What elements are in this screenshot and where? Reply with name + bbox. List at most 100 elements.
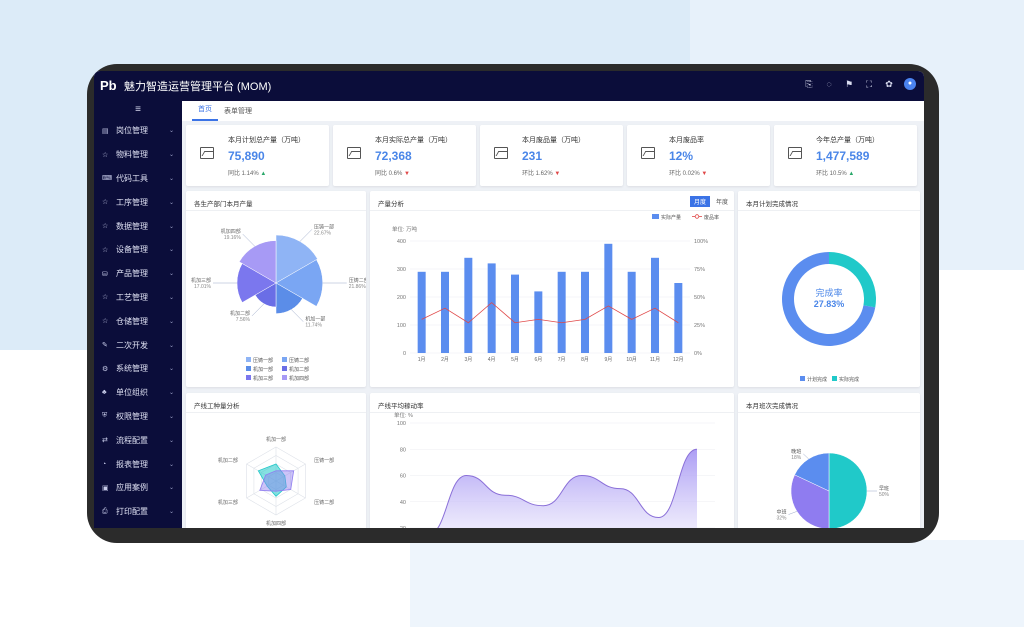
sidebar-item[interactable]: ⚙ 系统管理 ⌄ xyxy=(94,357,182,381)
settings-icon[interactable]: ✿ xyxy=(885,78,893,89)
legend-swatch xyxy=(246,375,251,380)
flag-icon[interactable]: ⚑ xyxy=(844,78,854,89)
sidebar-item-label: 流程配置 xyxy=(116,435,148,445)
panel-title: 各生产部门本月产量 xyxy=(194,201,253,208)
stat-change: 环比 1.62% ▼ xyxy=(522,168,560,177)
radar-axis-label: 压铸一部 xyxy=(314,457,334,464)
chevron-down-icon: ⌄ xyxy=(168,509,174,516)
chevron-down-icon: ⌄ xyxy=(168,461,174,468)
sidebar-item[interactable]: ☆ 仓储管理 ⌄ xyxy=(94,309,182,333)
sidebar-item[interactable]: ☆ 工序管理 ⌄ xyxy=(94,190,182,214)
donut-center-value: 27.83% xyxy=(814,299,845,309)
sidebar-item-label: 设备管理 xyxy=(116,245,148,255)
x-tick-label: 2月 xyxy=(441,357,449,363)
sidebar-item-label: 数据管理 xyxy=(116,221,148,231)
radar-chart-panel: 产线工种量分析 机加一部 压铸一部 压铸二部 机加四部 机加三部 机加二部 xyxy=(186,393,366,528)
slice-label: 晚班 xyxy=(791,448,801,455)
area-fill xyxy=(428,449,697,528)
chevron-down-icon: ⌄ xyxy=(168,175,174,182)
y-tick-label: 300 xyxy=(397,267,406,273)
y2-tick-label: 75% xyxy=(694,267,705,273)
slice-label: 机加一部 xyxy=(305,316,325,323)
flow-icon: ⇄ xyxy=(102,437,108,445)
toggle-monthly[interactable]: 月度 xyxy=(690,196,711,207)
slice-label: 早班 xyxy=(879,485,889,492)
area-line xyxy=(437,448,698,528)
trend-up-icon: ▲ xyxy=(260,171,267,177)
sidebar-item[interactable]: ☆ 物料管理 ⌄ xyxy=(94,143,182,167)
bar xyxy=(487,263,496,353)
sidebar-item-label: 岗位管理 xyxy=(116,126,148,136)
legend-label: 实际完成 xyxy=(839,376,859,383)
x-tick-label: 11月 xyxy=(650,357,660,363)
tab-home[interactable]: 首页 xyxy=(192,104,218,121)
app-logo: Pb xyxy=(100,78,117,93)
sidebar-item[interactable]: ▤ 岗位管理 ⌄ xyxy=(94,119,182,143)
stat-value: 75,890 xyxy=(228,149,265,163)
bar xyxy=(674,283,683,353)
chevron-down-icon: ⌄ xyxy=(168,342,174,349)
stat-card: 本月计划总产量（万吨） 75,890 同比 1.14% ▲ xyxy=(186,125,329,186)
menu-toggle-icon[interactable]: ≡ xyxy=(135,104,141,115)
top-bar: Pb 魅力智造运营管理平台 (MOM) ⎘ ◌ ⚑ ⛶ ✿ ● xyxy=(94,71,924,101)
radar-series xyxy=(257,463,287,497)
image-icon xyxy=(788,147,802,159)
chart-icon: ◔ xyxy=(102,460,107,468)
label-leader xyxy=(291,309,304,322)
sidebar-item[interactable]: ⌨ 代码工具 ⌄ xyxy=(94,167,182,191)
sidebar-item-label: 仓储管理 xyxy=(116,316,148,326)
legend-marker xyxy=(694,214,700,219)
sidebar-item[interactable]: ⛁ 产品管理 ⌄ xyxy=(94,262,182,286)
topbar-icons: ⎘ ◌ ⚑ ⛶ ✿ ● xyxy=(804,78,916,90)
sidebar-item[interactable]: ⎙ 打印配置 ⌄ xyxy=(94,500,182,524)
y2-tick-label: 50% xyxy=(694,295,705,301)
slice-percent: 32% xyxy=(776,516,787,522)
fullscreen-icon[interactable]: ⛶ xyxy=(865,78,873,89)
sidebar-item[interactable]: ✎ 二次开发 ⌄ xyxy=(94,333,182,357)
code-icon: ⌨ xyxy=(102,175,113,183)
legend-label: 计划完成 xyxy=(807,376,827,383)
sidebar-item[interactable]: ♣ 单位组织 ⌄ xyxy=(94,381,182,405)
chevron-down-icon: ⌄ xyxy=(168,390,174,397)
slice-percent: 11.74% xyxy=(305,323,322,329)
tab-bar: 首页 表单管理 xyxy=(182,101,924,121)
legend-swatch xyxy=(246,357,251,362)
sidebar-item[interactable]: ⇄ 流程配置 ⌄ xyxy=(94,428,182,452)
legend-label: 压铸二部 xyxy=(289,357,309,364)
donut-slice xyxy=(829,252,876,308)
toggle-yearly[interactable]: 年度 xyxy=(716,200,729,206)
chevron-down-icon: ⌄ xyxy=(168,437,174,444)
y-tick-label: 100 xyxy=(397,323,406,329)
sidebar-item[interactable]: ⛨ 权限管理 ⌄ xyxy=(94,405,182,429)
bar-line-chart: 单位: 万吨 0 100 200 300 400 0% 25% 50% 75% 100% 1月 2月 3月… xyxy=(392,214,719,363)
sidebar-item[interactable]: ☆ 工艺管理 ⌄ xyxy=(94,286,182,310)
label-leader xyxy=(299,229,313,242)
legend-swatch xyxy=(282,375,287,380)
sidebar-item-label: 系统管理 xyxy=(116,364,148,374)
tab-form-management[interactable]: 表单管理 xyxy=(224,108,252,115)
image-icon xyxy=(200,147,214,159)
sidebar-item-label: 产品管理 xyxy=(116,269,148,279)
stat-label: 本月实际总产量（万吨） xyxy=(375,137,452,144)
export-icon[interactable]: ⎘ xyxy=(805,78,813,89)
sidebar-item[interactable]: ☆ 数据管理 ⌄ xyxy=(94,214,182,238)
y-tick-label: 200 xyxy=(397,295,406,301)
sidebar-item[interactable]: ☆ 设备管理 ⌄ xyxy=(94,238,182,262)
stat-change-text: 同比 0.6% xyxy=(375,171,403,177)
star-icon: ☆ xyxy=(102,246,109,254)
legend-swatch xyxy=(652,214,659,219)
sidebar-item[interactable]: ◔ 报表管理 ⌄ xyxy=(94,452,182,476)
stat-change-text: 同比 1.14% xyxy=(228,171,259,177)
x-tick-label: 3月 xyxy=(464,357,472,363)
message-icon[interactable]: ◌ xyxy=(826,79,832,89)
y2-tick-label: 25% xyxy=(694,323,705,329)
x-tick-label: 10月 xyxy=(626,357,637,363)
area-chart-panel: 产线平均稼动率 单位: % 20 40 60 80 100 xyxy=(370,393,734,528)
sidebar-item[interactable]: ▣ 应用案例 ⌄ xyxy=(94,476,182,500)
stat-change-text: 环比 10.5% xyxy=(816,171,847,177)
app-title: 魅力智造运营管理平台 (MOM) xyxy=(124,81,272,93)
avatar[interactable]: ● xyxy=(904,78,916,90)
stat-label: 今年总产量（万吨） xyxy=(816,137,879,144)
star-icon: ☆ xyxy=(102,151,109,159)
